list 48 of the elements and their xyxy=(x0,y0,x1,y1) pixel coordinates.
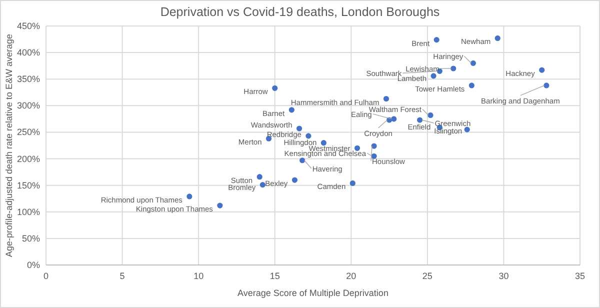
point xyxy=(186,194,192,200)
x-tick-label: 20 xyxy=(346,271,356,281)
point xyxy=(434,37,440,43)
y-tick-label: 0% xyxy=(26,260,40,270)
y-tick-label: 200% xyxy=(16,154,40,164)
point xyxy=(296,126,302,132)
x-tick-label: 30 xyxy=(498,271,509,281)
point xyxy=(354,145,360,151)
y-tick-label: 300% xyxy=(16,100,40,111)
point xyxy=(464,126,470,132)
x-tick-label: 25 xyxy=(422,271,432,281)
point xyxy=(371,153,377,159)
y-tick-label: 250% xyxy=(16,127,40,138)
point xyxy=(320,140,326,146)
chart-title: Deprivation vs Covid-19 deaths, London Boroughs xyxy=(160,5,440,19)
y-tick-label: 150% xyxy=(16,180,40,190)
point xyxy=(428,112,434,118)
y-tick-label: 450% xyxy=(16,21,40,31)
point xyxy=(306,133,312,139)
point xyxy=(468,82,474,88)
point xyxy=(292,177,298,183)
point xyxy=(430,73,436,79)
x-axis-title: Average Score of Multiple Deprivation xyxy=(238,288,388,298)
point xyxy=(217,202,223,208)
y-axis-title: Age-profile-adjusted death rate relative to E&W average xyxy=(4,34,14,258)
point xyxy=(417,117,423,123)
point xyxy=(272,85,278,91)
point xyxy=(470,60,476,66)
point xyxy=(391,116,397,122)
x-tick-label: 0 xyxy=(43,271,49,281)
point xyxy=(300,158,306,164)
y-tick-label: 350% xyxy=(16,74,40,84)
point xyxy=(256,174,262,180)
point xyxy=(494,35,500,42)
y-tick-label: 400% xyxy=(16,48,40,58)
point xyxy=(260,182,266,188)
y-tick-label: 100% xyxy=(16,206,40,217)
point xyxy=(383,96,390,102)
point xyxy=(450,66,456,72)
point xyxy=(288,107,294,113)
x-tick-label: 15 xyxy=(270,271,280,281)
point xyxy=(539,67,545,73)
y-tick-label: 50% xyxy=(22,233,40,244)
x-tick-label: 10 xyxy=(194,271,204,281)
point xyxy=(544,82,550,88)
point xyxy=(350,180,356,186)
x-tick-label: 5 xyxy=(120,271,125,281)
x-tick-label: 35 xyxy=(574,271,586,281)
